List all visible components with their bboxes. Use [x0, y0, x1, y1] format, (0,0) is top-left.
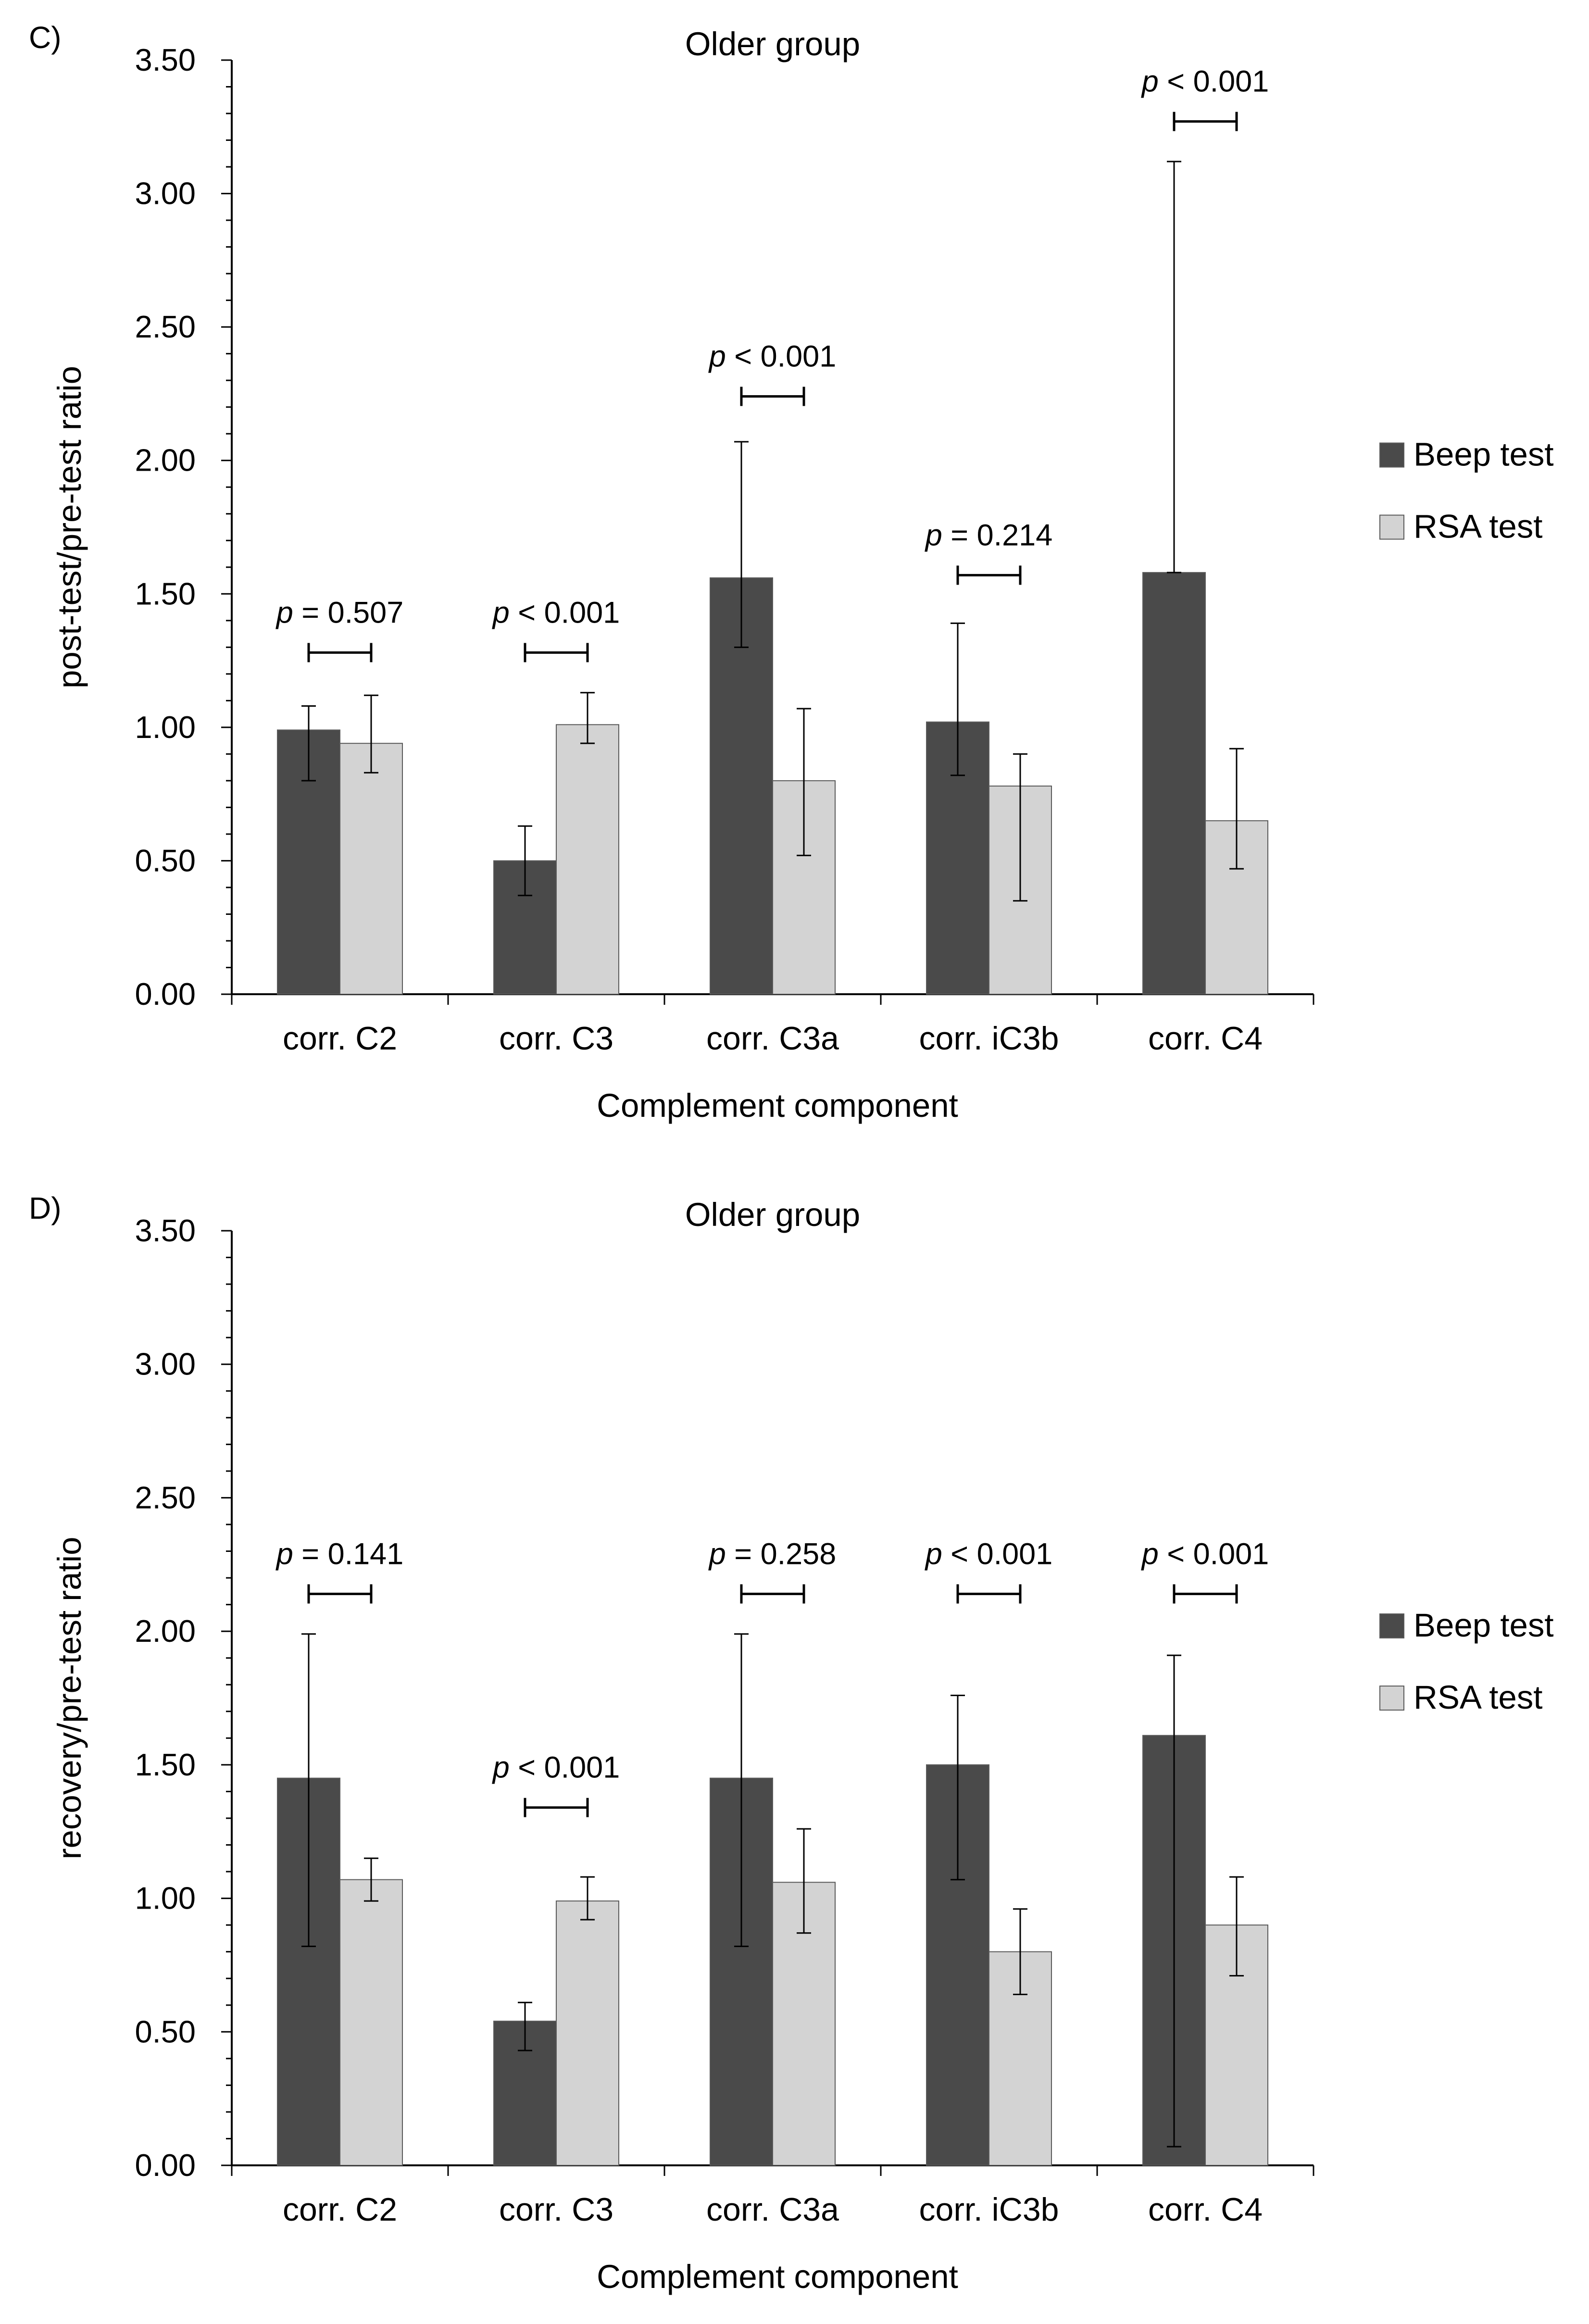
p-value-text: < 0.001 — [726, 339, 836, 373]
x-tick-label: corr. iC3b — [919, 1020, 1059, 1057]
y-tick-label: 3.00 — [135, 176, 196, 211]
p-value-label: p < 0.001 — [492, 1751, 620, 1785]
chart-title: Older group — [685, 1196, 860, 1233]
y-tick-label: 2.50 — [135, 309, 196, 344]
p-value-label: p = 0.258 — [708, 1537, 837, 1571]
rsa-bar-2 — [556, 724, 619, 995]
p-value-text: = 0.507 — [293, 596, 403, 629]
chart-title: Older group — [685, 25, 860, 62]
y-tick-label: 2.50 — [135, 1480, 196, 1515]
chart-panel-c: C) Older group 0.00 0.50 1.00 1.50 2.00 2.50 3.0… — [29, 20, 1554, 1124]
y-axis-title: post-test/pre-test ratio — [51, 366, 88, 688]
p-value-text: = 0.214 — [942, 518, 1052, 552]
x-tick-label: corr. C2 — [283, 2191, 397, 2228]
panel-label: D) — [29, 1191, 62, 1225]
legend-label-beep: Beep test — [1414, 436, 1554, 473]
y-tick-label: 0.50 — [135, 843, 196, 878]
p-symbol: p — [275, 1537, 293, 1571]
p-value-text: < 0.001 — [942, 1537, 1052, 1571]
chart-panel-d: D) Older group 0.00 0.50 1.00 1.50 2.00 2.50 3.0… — [29, 1191, 1554, 2295]
y-tick-label: 3.50 — [135, 1213, 196, 1248]
x-tick-label: corr. C3 — [499, 1020, 613, 1057]
y-tick-label: 1.00 — [135, 710, 196, 745]
y-tick-label: 0.00 — [135, 2148, 196, 2183]
y-tick-label: 0.50 — [135, 2014, 196, 2049]
p-value-label: p < 0.001 — [1141, 65, 1269, 99]
p-value-label: p < 0.001 — [708, 339, 837, 373]
y-tick-label: 1.00 — [135, 1881, 196, 1916]
x-tick-label: corr. C3a — [706, 1020, 839, 1057]
y-axis-title: recovery/pre-test ratio — [51, 1537, 88, 1859]
p-symbol: p — [708, 1537, 726, 1571]
panel-label: C) — [29, 20, 62, 55]
p-symbol: p — [925, 1537, 942, 1571]
x-tick-label: corr. C3a — [706, 2191, 839, 2228]
legend-label-beep: Beep test — [1414, 1607, 1554, 1644]
y-tick-label: 0.00 — [135, 976, 196, 1012]
rsa-bar-1 — [339, 743, 403, 995]
p-value-label: p < 0.001 — [492, 596, 620, 629]
p-value-label: p = 0.507 — [275, 596, 404, 629]
p-value-label: p = 0.214 — [925, 518, 1053, 552]
legend-label-rsa: RSA test — [1414, 508, 1542, 545]
beep-bar-5 — [1142, 572, 1206, 995]
y-tick-label: 2.00 — [135, 1613, 196, 1649]
rsa-bar-2 — [556, 1900, 619, 2166]
y-tick-label: 1.50 — [135, 576, 196, 611]
p-symbol: p — [1141, 65, 1159, 99]
x-axis-title: Complement component — [597, 1087, 958, 1124]
rsa-bar-1 — [339, 1879, 403, 2166]
p-symbol: p — [492, 596, 510, 629]
p-value-text: = 0.258 — [726, 1537, 836, 1571]
p-symbol: p — [275, 596, 293, 629]
x-tick-label: corr. C4 — [1148, 2191, 1263, 2228]
legend-swatch-beep — [1379, 442, 1404, 468]
p-symbol: p — [1141, 1537, 1159, 1571]
p-value-label: p < 0.001 — [1141, 1537, 1269, 1571]
p-value-label: p = 0.141 — [275, 1537, 404, 1571]
x-tick-label: corr. C4 — [1148, 1020, 1263, 1057]
y-tick-label: 3.00 — [135, 1347, 196, 1382]
p-value-text: < 0.001 — [510, 596, 620, 629]
legend-label-rsa: RSA test — [1414, 1679, 1542, 1716]
p-value-text: < 0.001 — [1159, 1537, 1269, 1571]
p-value-text: < 0.001 — [510, 1751, 620, 1785]
y-tick-label: 1.50 — [135, 1747, 196, 1782]
y-tick-label: 3.50 — [135, 42, 196, 77]
legend-swatch-rsa — [1379, 1686, 1404, 1711]
x-axis-title: Complement component — [597, 2258, 958, 2295]
legend-swatch-rsa — [1379, 514, 1404, 540]
p-symbol: p — [925, 518, 942, 552]
p-symbol: p — [492, 1751, 510, 1785]
p-value-text: < 0.001 — [1159, 65, 1269, 99]
y-tick-label: 2.00 — [135, 443, 196, 478]
legend-swatch-beep — [1379, 1613, 1404, 1638]
p-symbol: p — [708, 339, 726, 373]
p-value-text: = 0.141 — [293, 1537, 403, 1571]
p-value-label: p < 0.001 — [925, 1537, 1053, 1571]
x-tick-label: corr. C2 — [283, 1020, 397, 1057]
x-tick-label: corr. C3 — [499, 2191, 613, 2228]
x-tick-label: corr. iC3b — [919, 2191, 1059, 2228]
